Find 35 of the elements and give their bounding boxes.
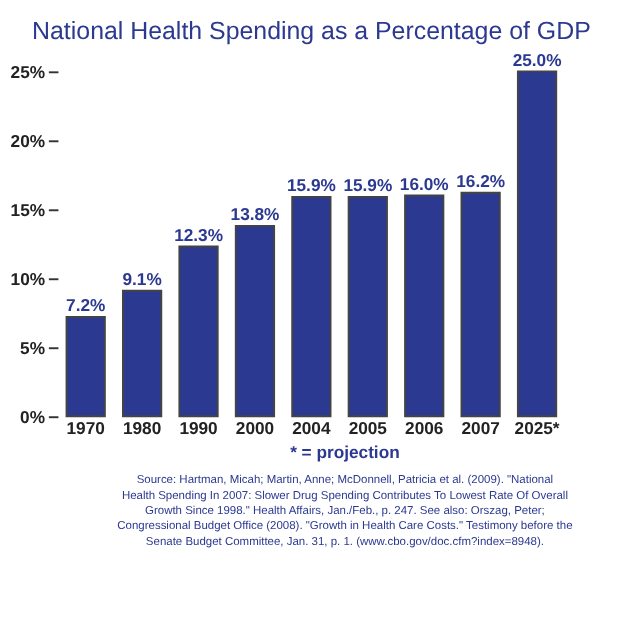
bar	[121, 289, 163, 418]
y-tick-label: 15%	[10, 200, 46, 221]
bar	[65, 315, 106, 418]
y-tick-label: 25%	[10, 62, 46, 83]
x-tick-label: 1970	[66, 418, 106, 439]
bar	[347, 195, 388, 418]
data-label: 25.0%	[512, 49, 563, 70]
x-tick-label: 1990	[179, 418, 219, 439]
y-tick-label: 0%	[20, 406, 46, 427]
bar	[178, 245, 219, 418]
data-label: 15.9%	[343, 175, 393, 196]
data-label: 9.1%	[122, 268, 163, 289]
y-tick-label: 20%	[10, 131, 46, 152]
chart-title: National Health Spending as a Percentage of GDP	[32, 16, 591, 45]
x-tick-label: 1980	[122, 418, 162, 439]
bar	[291, 195, 332, 418]
data-label: 12.3%	[174, 224, 224, 245]
bar	[234, 224, 276, 418]
x-tick-label: 2006	[405, 418, 444, 439]
x-tick-label: 2025*	[514, 418, 561, 439]
bar	[460, 191, 501, 418]
y-tick-label: 10%	[10, 269, 46, 289]
data-label: 7.2%	[66, 295, 107, 316]
data-label: 15.9%	[286, 175, 337, 196]
x-tick-label: 2005	[348, 418, 388, 439]
data-label: 16.2%	[456, 171, 506, 192]
data-label: 16.0%	[399, 173, 450, 194]
y-tick-label: 5%	[20, 337, 46, 358]
data-label: 13.8%	[230, 204, 281, 225]
text: * = projection	[290, 442, 400, 463]
bar	[516, 70, 558, 418]
bar	[404, 194, 445, 418]
x-tick-label: 2007	[461, 418, 501, 439]
x-tick-label: 2000	[235, 418, 275, 439]
x-tick-label: 2004	[292, 418, 331, 439]
